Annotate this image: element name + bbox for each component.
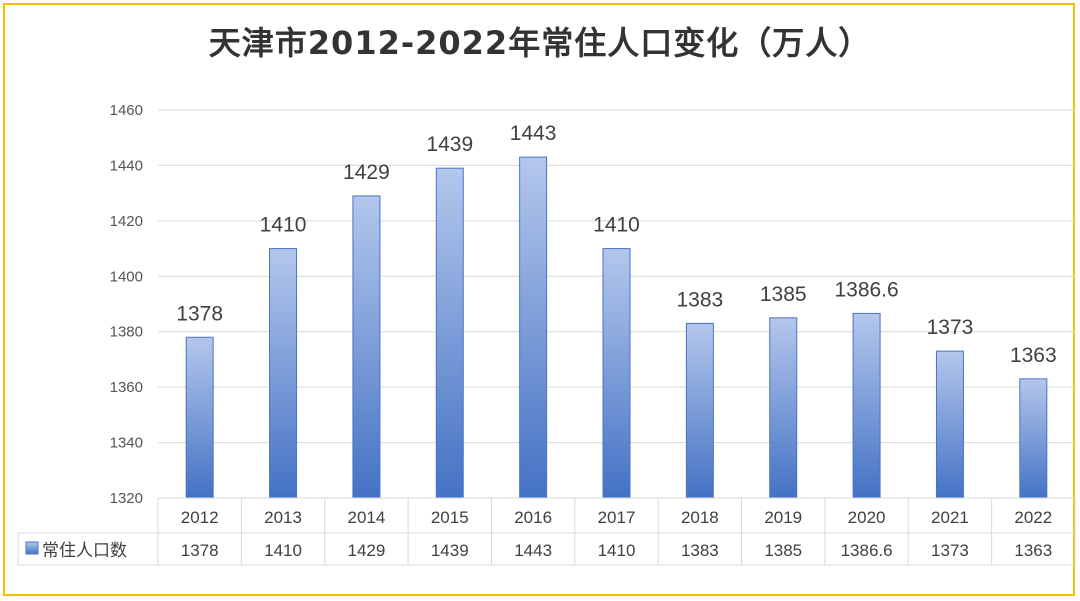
data-label: 1373 xyxy=(927,316,974,339)
bar xyxy=(435,167,464,499)
data-label: 1410 xyxy=(593,214,640,237)
table-value: 1410 xyxy=(598,541,636,560)
chart-title: 天津市2012-2022年常住人口变化（万人） xyxy=(208,24,872,62)
data-table: 2012 1378 2013 1410 2014 1429 2015 1439 2016 1443… xyxy=(17,497,1076,566)
table-value: 1439 xyxy=(431,541,469,560)
x-tick-label: 2016 xyxy=(514,508,552,527)
y-tick-label: 1400 xyxy=(110,268,143,285)
table-value: 1378 xyxy=(181,541,219,560)
table-value: 1410 xyxy=(264,541,302,560)
y-tick-label: 1420 xyxy=(110,213,143,230)
x-tick-label: 2021 xyxy=(931,508,969,527)
table-value: 1373 xyxy=(931,541,969,560)
y-tick-label: 1440 xyxy=(110,157,143,174)
y-tick-label: 1320 xyxy=(110,490,143,507)
y-tick-label: 1360 xyxy=(110,379,143,396)
x-tick-label: 2015 xyxy=(431,508,469,527)
data-label: 1410 xyxy=(260,214,307,237)
data-labels: 1378 1410 1429 1439 1443 1410 1383 1385 1386.6 13… xyxy=(176,122,1056,367)
bar xyxy=(185,336,214,499)
data-label: 1429 xyxy=(343,161,390,184)
data-label: 1378 xyxy=(176,302,223,325)
bar xyxy=(769,317,798,499)
bar xyxy=(519,156,548,499)
table-value: 1443 xyxy=(514,541,552,560)
x-tick-label: 2017 xyxy=(598,508,636,527)
data-label: 1443 xyxy=(510,122,557,145)
x-tick-label: 2022 xyxy=(1014,508,1052,527)
bar xyxy=(685,322,714,499)
data-label: 1386.6 xyxy=(834,278,898,301)
x-tick-label: 2019 xyxy=(764,508,802,527)
y-tick-label: 1380 xyxy=(110,324,143,341)
bar xyxy=(1019,378,1048,499)
table-value: 1386.6 xyxy=(841,541,893,560)
y-axis-ticks: 1320 1340 1360 1380 1400 1420 1440 1460 xyxy=(110,102,143,507)
bar xyxy=(935,350,964,499)
table-value: 1429 xyxy=(347,541,385,560)
legend-label: 常住人口数 xyxy=(42,541,127,561)
x-tick-label: 2012 xyxy=(181,508,219,527)
y-tick-label: 1460 xyxy=(110,102,143,119)
data-label: 1385 xyxy=(760,283,807,306)
data-label: 1439 xyxy=(426,133,473,156)
bars xyxy=(185,156,1048,499)
y-tick-label: 1340 xyxy=(110,435,143,452)
table-value: 1383 xyxy=(681,541,719,560)
table-value: 1385 xyxy=(764,541,802,560)
x-tick-label: 2018 xyxy=(681,508,719,527)
x-tick-label: 2020 xyxy=(848,508,886,527)
legend-swatch xyxy=(25,541,39,555)
bar xyxy=(852,312,881,499)
data-label: 1383 xyxy=(677,288,724,311)
bar xyxy=(352,195,381,499)
bar xyxy=(602,248,631,499)
x-tick-label: 2014 xyxy=(347,508,385,527)
table-value: 1363 xyxy=(1014,541,1052,560)
data-label: 1363 xyxy=(1010,344,1057,367)
x-tick-label: 2013 xyxy=(264,508,302,527)
bar xyxy=(269,248,298,499)
